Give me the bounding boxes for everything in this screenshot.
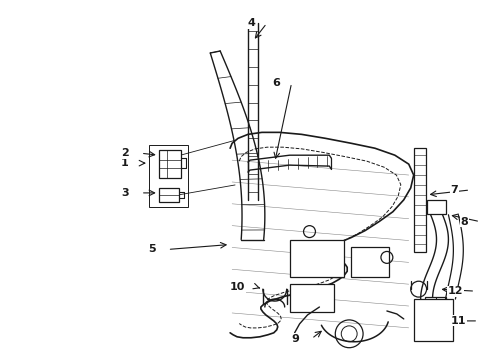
Bar bbox=[414, 148, 426, 252]
Text: 10: 10 bbox=[230, 282, 245, 292]
Text: 11: 11 bbox=[451, 316, 466, 326]
Text: 5: 5 bbox=[148, 244, 156, 255]
Bar bbox=[425, 297, 446, 311]
Text: 8: 8 bbox=[461, 217, 468, 227]
Text: 1: 1 bbox=[121, 158, 129, 168]
Bar bbox=[351, 247, 389, 277]
Bar bbox=[159, 188, 178, 202]
Bar bbox=[290, 239, 344, 277]
Text: 7: 7 bbox=[451, 185, 458, 195]
Text: 4: 4 bbox=[247, 18, 255, 28]
Bar bbox=[427, 200, 446, 214]
Text: 3: 3 bbox=[122, 188, 129, 198]
Bar bbox=[290, 284, 334, 312]
Bar bbox=[159, 150, 180, 178]
Text: 2: 2 bbox=[121, 148, 129, 158]
Bar bbox=[414, 299, 453, 341]
Text: 9: 9 bbox=[292, 334, 299, 344]
Bar bbox=[149, 145, 189, 207]
Text: 6: 6 bbox=[272, 78, 280, 88]
Text: 12: 12 bbox=[448, 286, 464, 296]
